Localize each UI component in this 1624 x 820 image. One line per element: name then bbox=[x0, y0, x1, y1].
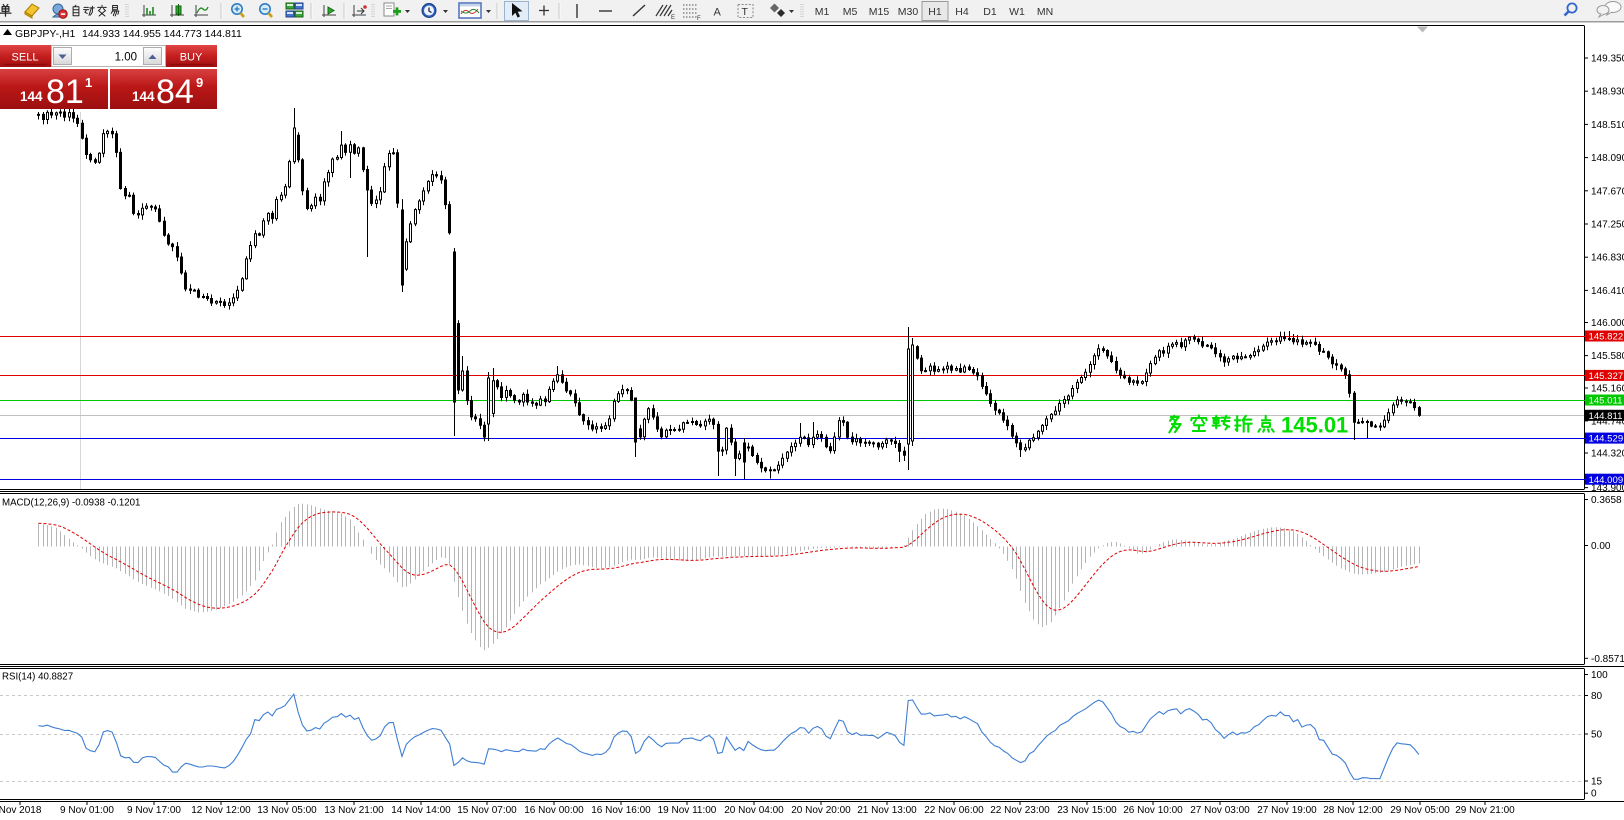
svg-text:15 Nov 07:00: 15 Nov 07:00 bbox=[457, 805, 517, 816]
svg-text:27 Nov 19:00: 27 Nov 19:00 bbox=[1257, 805, 1317, 816]
svg-text:84: 84 bbox=[156, 73, 194, 111]
svg-text:14 Nov 14:00: 14 Nov 14:00 bbox=[391, 805, 451, 816]
svg-text:T: T bbox=[742, 6, 749, 18]
svg-text:9: 9 bbox=[196, 75, 203, 90]
svg-text:Nov 2018: Nov 2018 bbox=[0, 805, 42, 816]
svg-text:M1: M1 bbox=[815, 6, 830, 18]
svg-text:W1: W1 bbox=[1009, 6, 1025, 18]
svg-text:15: 15 bbox=[1591, 777, 1603, 788]
svg-text:144: 144 bbox=[20, 89, 43, 104]
svg-text:22 Nov 06:00: 22 Nov 06:00 bbox=[924, 805, 984, 816]
svg-text:144.933 144.955 144.773 144.81: 144.933 144.955 144.773 144.811 bbox=[82, 28, 242, 40]
svg-text:0.00: 0.00 bbox=[1591, 541, 1611, 552]
svg-text:144.009: 144.009 bbox=[1589, 475, 1624, 486]
svg-text:0: 0 bbox=[1591, 789, 1597, 800]
svg-text:SELL: SELL bbox=[12, 52, 39, 64]
svg-text:13 Nov 05:00: 13 Nov 05:00 bbox=[257, 805, 317, 816]
svg-text:145.580: 145.580 bbox=[1591, 351, 1624, 362]
svg-text:13 Nov 21:00: 13 Nov 21:00 bbox=[324, 805, 384, 816]
svg-text:50: 50 bbox=[1591, 730, 1603, 741]
svg-text:H1: H1 bbox=[928, 6, 942, 18]
svg-text:145.327: 145.327 bbox=[1589, 371, 1624, 382]
svg-text:80: 80 bbox=[1591, 691, 1603, 702]
svg-text:-0.8571: -0.8571 bbox=[1591, 654, 1624, 665]
svg-text:144.811: 144.811 bbox=[1589, 411, 1623, 422]
svg-text:19 Nov 11:00: 19 Nov 11:00 bbox=[658, 805, 717, 816]
svg-text:23 Nov 15:00: 23 Nov 15:00 bbox=[1057, 805, 1117, 816]
svg-text:RSI(14) 40.8827: RSI(14) 40.8827 bbox=[2, 672, 73, 683]
svg-text:21 Nov 13:00: 21 Nov 13:00 bbox=[857, 805, 917, 816]
svg-text:144.320: 144.320 bbox=[1591, 449, 1624, 460]
svg-text:BUY: BUY bbox=[180, 52, 203, 64]
svg-text:MN: MN bbox=[1037, 6, 1053, 18]
svg-text:100: 100 bbox=[1591, 670, 1608, 681]
svg-text:16 Nov 00:00: 16 Nov 00:00 bbox=[524, 805, 584, 816]
svg-text:20 Nov 04:00: 20 Nov 04:00 bbox=[724, 805, 784, 816]
svg-text:147.670: 147.670 bbox=[1591, 186, 1624, 197]
svg-text:28 Nov 12:00: 28 Nov 12:00 bbox=[1323, 805, 1383, 816]
svg-text:MACD(12,26,9) -0.0938 -0.1201: MACD(12,26,9) -0.0938 -0.1201 bbox=[2, 498, 140, 509]
svg-text:146.410: 146.410 bbox=[1591, 286, 1624, 297]
svg-text:9 Nov 17:00: 9 Nov 17:00 bbox=[127, 805, 181, 816]
svg-text:26 Nov 10:00: 26 Nov 10:00 bbox=[1123, 805, 1183, 816]
svg-text:1.00: 1.00 bbox=[115, 52, 137, 64]
svg-text:22 Nov 23:00: 22 Nov 23:00 bbox=[990, 805, 1050, 816]
svg-text:149.350: 149.350 bbox=[1591, 54, 1624, 65]
svg-text:M15: M15 bbox=[869, 6, 890, 18]
svg-text:145.011: 145.011 bbox=[1589, 396, 1623, 407]
svg-text:27 Nov 03:00: 27 Nov 03:00 bbox=[1190, 805, 1250, 816]
svg-text:144: 144 bbox=[132, 89, 155, 104]
svg-text:12 Nov 12:00: 12 Nov 12:00 bbox=[191, 805, 251, 816]
svg-text:143.900: 143.900 bbox=[1591, 483, 1624, 494]
svg-text:148.090: 148.090 bbox=[1591, 153, 1624, 164]
svg-text:M5: M5 bbox=[843, 6, 858, 18]
svg-text:148.930: 148.930 bbox=[1591, 87, 1624, 98]
svg-text:29 Nov 05:00: 29 Nov 05:00 bbox=[1390, 805, 1450, 816]
svg-text:9 Nov 01:00: 9 Nov 01:00 bbox=[60, 805, 114, 816]
svg-text:145.01: 145.01 bbox=[1281, 413, 1348, 438]
svg-text:F: F bbox=[697, 16, 701, 22]
svg-text:144.740: 144.740 bbox=[1591, 416, 1624, 427]
svg-text:146.000: 146.000 bbox=[1591, 318, 1624, 329]
svg-text:29 Nov 21:00: 29 Nov 21:00 bbox=[1455, 805, 1515, 816]
svg-text:16 Nov 16:00: 16 Nov 16:00 bbox=[591, 805, 651, 816]
svg-text:146.830: 146.830 bbox=[1591, 253, 1624, 264]
svg-text:144.529: 144.529 bbox=[1589, 434, 1624, 445]
svg-text:147.250: 147.250 bbox=[1591, 220, 1624, 231]
svg-text:D1: D1 bbox=[983, 6, 997, 18]
svg-text:1: 1 bbox=[85, 75, 92, 90]
svg-text:0.3658: 0.3658 bbox=[1591, 495, 1622, 506]
svg-text:E: E bbox=[671, 15, 675, 21]
svg-text:A: A bbox=[714, 7, 722, 19]
svg-text:148.510: 148.510 bbox=[1591, 120, 1624, 131]
svg-text:M30: M30 bbox=[898, 6, 919, 18]
svg-text:81: 81 bbox=[46, 73, 84, 111]
svg-text:H4: H4 bbox=[955, 6, 969, 18]
svg-text:145.160: 145.160 bbox=[1591, 384, 1624, 395]
svg-text:GBPJPY-,H1: GBPJPY-,H1 bbox=[15, 28, 75, 40]
svg-text:145.822: 145.822 bbox=[1589, 332, 1624, 343]
svg-text:20 Nov 20:00: 20 Nov 20:00 bbox=[791, 805, 851, 816]
